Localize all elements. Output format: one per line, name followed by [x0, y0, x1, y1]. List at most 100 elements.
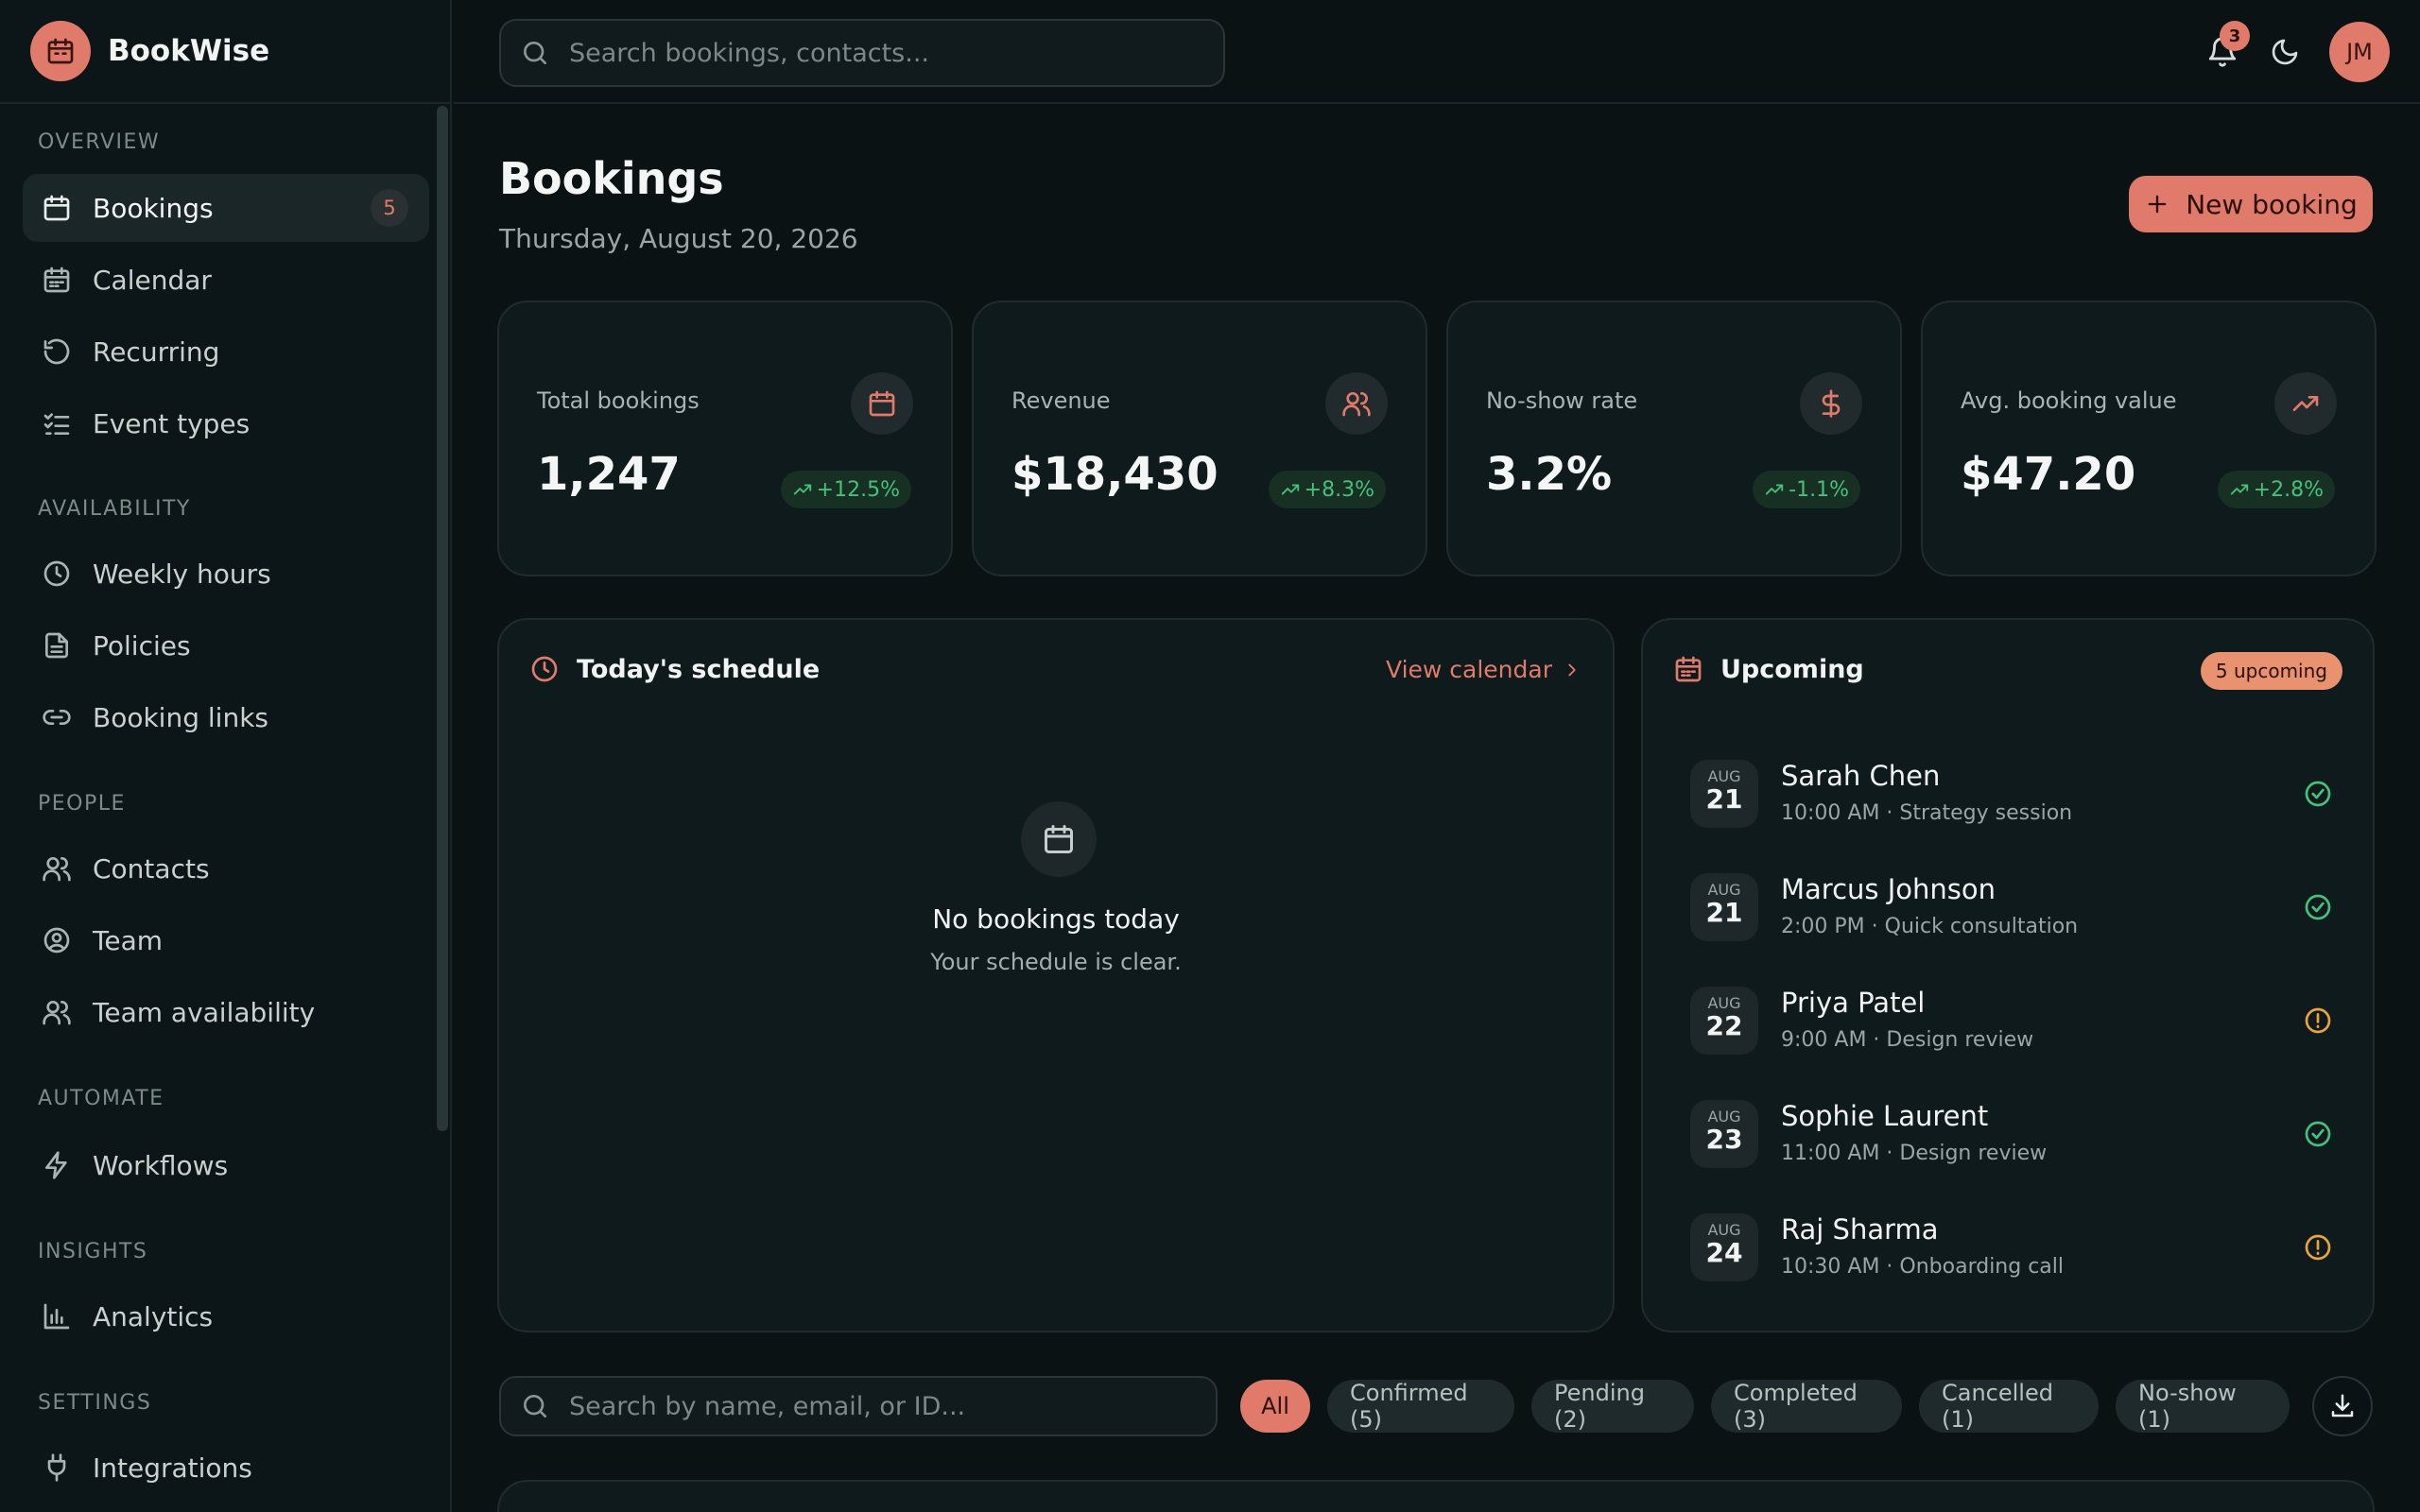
calendar-grid-icon: [42, 265, 72, 295]
check-circle-icon: [2303, 892, 2333, 922]
date-tile: AUG 22: [1690, 987, 1758, 1055]
bookings-search[interactable]: [499, 1376, 1218, 1436]
export-button[interactable]: [2312, 1376, 2373, 1436]
notification-count-badge: 3: [2220, 21, 2250, 51]
sidebar-item-calendar[interactable]: Calendar: [23, 246, 429, 314]
stat-trend-value: -1.1%: [1789, 477, 1849, 502]
stat-card-avg-booking-value: Avg. booking value $47.20 +2.8%: [1921, 301, 2377, 576]
link-icon: [42, 702, 72, 732]
trending-up-icon: [2274, 372, 2337, 435]
global-search-input[interactable]: [569, 38, 1174, 68]
sidebar-item-label: Workflows: [93, 1149, 229, 1181]
panel-title-text: Today's schedule: [577, 654, 821, 684]
panel-title-text: Upcoming: [1720, 654, 1864, 684]
panel-title: Today's schedule: [529, 654, 820, 684]
filter-chip-completed[interactable]: Completed (3): [1711, 1380, 1902, 1433]
stat-value: 1,247: [537, 448, 681, 501]
nav-section-settings: Settings: [38, 1391, 152, 1415]
date-tile: AUG 23: [1690, 1100, 1758, 1168]
users-icon: [42, 853, 72, 884]
filter-chip-cancelled[interactable]: Cancelled (1): [1919, 1380, 2099, 1433]
users-icon: [42, 997, 72, 1027]
sidebar-item-booking-links[interactable]: Booking links: [23, 683, 429, 751]
filter-chip-no-show[interactable]: No-show (1): [2116, 1380, 2290, 1433]
calendar-icon: [1673, 654, 1703, 684]
date-month: AUG: [1707, 767, 1741, 785]
stat-trend-value: +2.8%: [2253, 477, 2324, 502]
sidebar-item-workflows[interactable]: Workflows: [23, 1131, 429, 1199]
view-calendar-link[interactable]: View calendar: [1386, 656, 1582, 683]
moon-icon: [2270, 37, 2300, 67]
nav-section-people: People: [38, 792, 126, 816]
view-calendar-label: View calendar: [1386, 656, 1552, 683]
list-item[interactable]: AUG 21 Sarah Chen 10:00 AM · Strategy ses…: [1690, 750, 2333, 835]
sidebar-item-event-types[interactable]: Event types: [23, 389, 429, 457]
sidebar-item-label: Integrations: [93, 1452, 252, 1484]
nav-section-automate: Automate: [38, 1087, 164, 1110]
sidebar-item-contacts[interactable]: Contacts: [23, 834, 429, 902]
brand-name: BookWise: [108, 34, 270, 68]
dollar-icon: [1800, 372, 1862, 435]
list-item[interactable]: AUG 22 Priya Patel 9:00 AM · Design revie…: [1690, 977, 2333, 1062]
brand[interactable]: BookWise: [0, 0, 450, 104]
refresh-icon: [42, 336, 72, 367]
sidebar: BookWise Overview Bookings 5 Calendar Re…: [0, 0, 452, 1512]
clock-icon: [42, 558, 72, 589]
date-tile: AUG 21: [1690, 873, 1758, 941]
stat-label: Avg. booking value: [1961, 387, 2177, 414]
date-tile: AUG 24: [1690, 1213, 1758, 1281]
alert-circle-icon: [2303, 1005, 2333, 1036]
sidebar-item-bookings[interactable]: Bookings 5: [23, 174, 429, 242]
sidebar-item-team[interactable]: Team: [23, 906, 429, 974]
new-booking-button[interactable]: New booking: [2129, 176, 2373, 232]
sidebar-item-team-availability[interactable]: Team availability: [23, 978, 429, 1046]
page-title: Bookings: [499, 153, 724, 204]
date-month: AUG: [1707, 994, 1741, 1012]
date-day: 22: [1705, 1010, 1743, 1041]
calendar-icon: [1021, 801, 1097, 877]
list-item[interactable]: AUG 24 Raj Sharma 10:30 AM · Onboarding c…: [1690, 1204, 2333, 1289]
sidebar-item-integrations[interactable]: Integrations: [23, 1434, 429, 1502]
sidebar-item-recurring[interactable]: Recurring: [23, 318, 429, 386]
stat-trend-badge: +8.3%: [1268, 471, 1386, 508]
filter-chip-confirmed[interactable]: Confirmed (5): [1327, 1380, 1514, 1433]
theme-toggle-button[interactable]: [2254, 21, 2316, 83]
user-circle-icon: [42, 925, 72, 955]
clock-icon: [529, 654, 560, 684]
list-item[interactable]: AUG 23 Sophie Laurent 11:00 AM · Design r…: [1690, 1091, 2333, 1176]
brand-logo-icon: [30, 21, 91, 81]
plus-icon: [2148, 195, 2167, 214]
calendar-icon: [851, 372, 913, 435]
empty-state-subtitle: Your schedule is clear.: [930, 949, 1182, 975]
nav-section-insights: Insights: [38, 1240, 148, 1263]
date-day: 24: [1705, 1237, 1743, 1268]
stat-value: 3.2%: [1486, 448, 1613, 501]
sidebar-item-label: Bookings: [93, 192, 214, 224]
sidebar-item-analytics[interactable]: Analytics: [23, 1282, 429, 1350]
check-circle-icon: [2303, 779, 2333, 809]
alert-circle-icon: [2303, 1232, 2333, 1263]
sidebar-item-policies[interactable]: Policies: [23, 611, 429, 679]
global-search[interactable]: [499, 19, 1225, 87]
list-item[interactable]: AUG 21 Marcus Johnson 2:00 PM · Quick con…: [1690, 864, 2333, 949]
nav-section-overview: Overview: [38, 130, 161, 154]
trending-up-icon: [793, 484, 811, 495]
trending-up-icon: [2230, 484, 2248, 495]
notifications-button[interactable]: 3: [2191, 21, 2254, 83]
stat-card-no-show-rate: No-show rate 3.2% -1.1%: [1446, 301, 1902, 576]
date-day: 21: [1705, 783, 1743, 815]
user-avatar[interactable]: JM: [2329, 22, 2390, 82]
sidebar-scrollbar[interactable]: [437, 106, 448, 1131]
booking-meta: 10:30 AM · Onboarding call: [1781, 1255, 2065, 1279]
stat-trend-value: +8.3%: [1304, 477, 1374, 502]
check-circle-icon: [2303, 1119, 2333, 1149]
filter-chip-all[interactable]: All: [1240, 1380, 1310, 1433]
sidebar-item-weekly-hours[interactable]: Weekly hours: [23, 540, 429, 608]
date-day: 21: [1705, 897, 1743, 928]
panel-title: Upcoming: [1673, 654, 1864, 684]
sidebar-item-label: Policies: [93, 629, 191, 662]
bookings-search-input[interactable]: [569, 1391, 1174, 1421]
contact-name: Marcus Johnson: [1781, 873, 1996, 905]
contact-name: Priya Patel: [1781, 987, 1926, 1019]
filter-chip-pending[interactable]: Pending (2): [1531, 1380, 1694, 1433]
